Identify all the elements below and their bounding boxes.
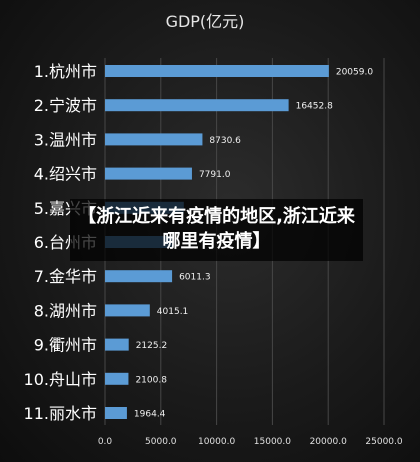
bar xyxy=(105,99,289,112)
category-label: 2.宁波市 xyxy=(34,96,97,115)
value-label: 2100.8 xyxy=(135,375,167,385)
x-tick-label: 5000.0 xyxy=(145,437,177,447)
bar xyxy=(105,338,129,351)
value-label: 8730.6 xyxy=(209,136,241,146)
category-label: 8.湖州市 xyxy=(34,301,97,320)
value-label: 1964.4 xyxy=(134,410,166,420)
bar xyxy=(105,304,150,317)
category-label: 9.衢州市 xyxy=(34,336,97,355)
bar xyxy=(105,167,192,180)
bar xyxy=(105,407,127,419)
article-title-text: 【浙江近来有疫情的地区,浙江近来哪里有疫情】 xyxy=(78,206,355,252)
category-label: 10.舟山市 xyxy=(24,370,97,389)
bar xyxy=(105,133,203,146)
chart-title: GDP(亿元) xyxy=(166,12,245,31)
value-label: 20059.0 xyxy=(336,68,373,78)
bar xyxy=(105,65,329,77)
value-labels: 20059.0 16452.8 8730.6 7791.0 6011.3 4015.1 21… xyxy=(134,68,373,420)
x-tick-label: 10000.0 xyxy=(198,437,235,447)
value-label: 6011.3 xyxy=(179,273,211,283)
article-title-banner[interactable]: 【浙江近来有疫情的地区,浙江近来哪里有疫情】 xyxy=(70,199,363,261)
value-label: 4015.1 xyxy=(157,307,189,317)
x-tick-label: 15000.0 xyxy=(254,437,291,447)
category-label: 11.丽水市 xyxy=(24,404,97,423)
category-label: 1.杭州市 xyxy=(34,62,97,81)
value-label: 7791.0 xyxy=(199,170,231,180)
x-tick-label: 20000.0 xyxy=(310,437,347,447)
category-label: 7.金华市 xyxy=(34,267,97,286)
category-label: 3.温州市 xyxy=(34,130,97,149)
x-axis-tick-labels: 0.0 5000.0 10000.0 15000.0 20000.0 25000.0 xyxy=(98,437,403,447)
category-label: 4.绍兴市 xyxy=(34,165,97,184)
x-tick-label: 0.0 xyxy=(98,437,113,447)
value-label: 2125.2 xyxy=(136,341,168,351)
x-tick-label: 25000.0 xyxy=(365,437,402,447)
bar xyxy=(105,372,129,385)
bar xyxy=(105,270,173,283)
value-label: 16452.8 xyxy=(296,102,333,112)
